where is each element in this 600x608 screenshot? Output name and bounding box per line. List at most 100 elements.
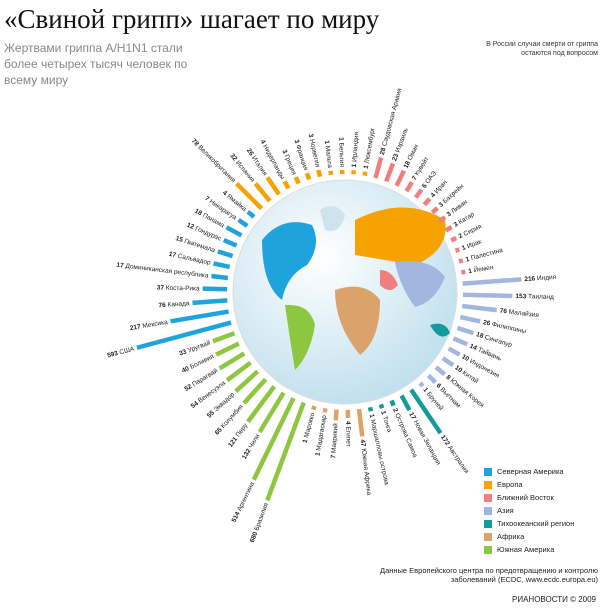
bar bbox=[265, 176, 281, 196]
source: Данные Европейского центра по предотвращ… bbox=[380, 566, 598, 584]
category-label: Палестина bbox=[470, 246, 504, 261]
bar-label: 1 Марокко bbox=[301, 412, 316, 444]
category-label: Китай bbox=[461, 368, 480, 385]
value-label: 40 bbox=[181, 365, 191, 375]
bar-label: 4 Египет bbox=[344, 421, 352, 447]
value-label: 1 bbox=[323, 140, 330, 145]
bar-label: 17 Новая Зеландия bbox=[408, 411, 443, 467]
bar bbox=[234, 181, 264, 211]
value-label: 680 bbox=[249, 530, 259, 543]
bar bbox=[461, 303, 498, 313]
category-label: Ирак bbox=[466, 238, 482, 250]
legend-swatch bbox=[484, 546, 492, 554]
land-aus bbox=[430, 323, 450, 337]
bar bbox=[413, 188, 424, 199]
bar bbox=[459, 314, 481, 324]
category-label: Иран bbox=[433, 179, 449, 195]
bar bbox=[458, 258, 464, 264]
value-label: 217 bbox=[129, 323, 141, 332]
value-label: 14 bbox=[469, 343, 479, 352]
bar bbox=[218, 351, 246, 371]
category-label: Испания bbox=[234, 159, 256, 184]
bar bbox=[202, 286, 228, 292]
category-label: Канада bbox=[167, 300, 190, 309]
value-label: 26 bbox=[482, 319, 491, 327]
value-label: 1 bbox=[422, 386, 430, 394]
land-sa bbox=[285, 305, 315, 370]
category-label: Гватемала bbox=[183, 238, 216, 255]
legend-swatch bbox=[484, 481, 492, 489]
bar-label: 26 Филиппины bbox=[482, 319, 527, 335]
category-label: Сальвадор bbox=[177, 252, 212, 266]
bar-label: 1 Ирак bbox=[461, 238, 483, 252]
value-label: 76 bbox=[499, 307, 507, 315]
subtitle-box: Жертвами гриппа A/H1N1 стали более четыр… bbox=[4, 41, 187, 87]
bar-label: 680 Бразилия bbox=[249, 502, 270, 544]
note-box: В России случаи смерти от гриппа остаютс… bbox=[486, 41, 598, 57]
category-label: Аргентина bbox=[236, 481, 256, 512]
category-label: Норвегия bbox=[308, 138, 321, 168]
legend-swatch bbox=[484, 533, 492, 541]
value-label: 7 bbox=[411, 175, 419, 182]
value-label: 15 bbox=[175, 235, 184, 244]
bar-label: 1 Бельгия bbox=[338, 137, 346, 167]
category-label: Ирландия bbox=[351, 131, 360, 162]
bar bbox=[136, 320, 232, 350]
bar-label: 217 Мексика bbox=[129, 319, 168, 332]
bar-label: 47 Южная Африка bbox=[359, 439, 373, 496]
value-label: 3 bbox=[293, 139, 301, 145]
value-label: 37 bbox=[157, 284, 165, 291]
legend-label: Азия bbox=[497, 506, 514, 515]
category-label: Ливан bbox=[450, 198, 469, 215]
value-label: 1 bbox=[368, 413, 376, 418]
credit: РИАНОВОСТИ © 2009 bbox=[512, 595, 597, 604]
legend-swatch bbox=[484, 520, 492, 528]
legend-swatch bbox=[484, 507, 492, 515]
bar bbox=[304, 172, 312, 181]
bar-label: 3 Норвегия bbox=[307, 133, 321, 168]
bar-label: 1 Йемен bbox=[467, 262, 494, 275]
value-label: 514 bbox=[230, 510, 241, 523]
value-label: 1 bbox=[314, 451, 322, 456]
bar-label: 132 Чили bbox=[241, 433, 262, 461]
bar bbox=[409, 388, 443, 435]
land-me bbox=[380, 270, 398, 290]
value-label: 78 bbox=[190, 137, 200, 147]
bar bbox=[430, 206, 439, 215]
bar bbox=[246, 210, 256, 219]
legend-label: Европа bbox=[497, 480, 523, 489]
value-label: 23 bbox=[391, 152, 400, 162]
bar-label: 153 Таиланд bbox=[515, 293, 554, 301]
bar bbox=[225, 360, 252, 383]
bar bbox=[333, 409, 339, 421]
value-label: 216 bbox=[524, 275, 536, 283]
category-label: Великобритания bbox=[197, 143, 238, 184]
globe bbox=[232, 179, 458, 405]
value-label: 153 bbox=[515, 293, 526, 300]
category-label: Доминиканская республика bbox=[125, 262, 209, 280]
value-label: 1 bbox=[468, 267, 473, 275]
value-label: 18 bbox=[402, 160, 412, 170]
value-label: 52 bbox=[183, 383, 193, 393]
note: В России случаи смерти от гриппа остаютс… bbox=[486, 41, 598, 57]
value-label: 1 bbox=[301, 438, 309, 444]
category-label: Кувейт bbox=[413, 155, 431, 177]
bar bbox=[462, 292, 513, 299]
bar bbox=[225, 225, 243, 238]
bar bbox=[213, 261, 231, 270]
category-label: Йемен bbox=[473, 262, 495, 274]
bar bbox=[212, 331, 236, 344]
value-label: 6 bbox=[421, 182, 429, 189]
category-label: США bbox=[119, 345, 136, 356]
bar-label: 7 Маврикий bbox=[329, 423, 340, 459]
value-label: 17 bbox=[116, 261, 124, 269]
category-label: Индия bbox=[537, 274, 557, 282]
value-label: 7 bbox=[330, 454, 337, 458]
bar bbox=[242, 377, 268, 405]
land-africa bbox=[335, 286, 380, 355]
bar-label: 1 Мальта bbox=[323, 140, 333, 169]
value-label: 26 bbox=[245, 147, 255, 157]
bar-label: 216 Индия bbox=[524, 274, 557, 283]
bar bbox=[384, 162, 396, 183]
land-eurasia bbox=[355, 207, 446, 265]
